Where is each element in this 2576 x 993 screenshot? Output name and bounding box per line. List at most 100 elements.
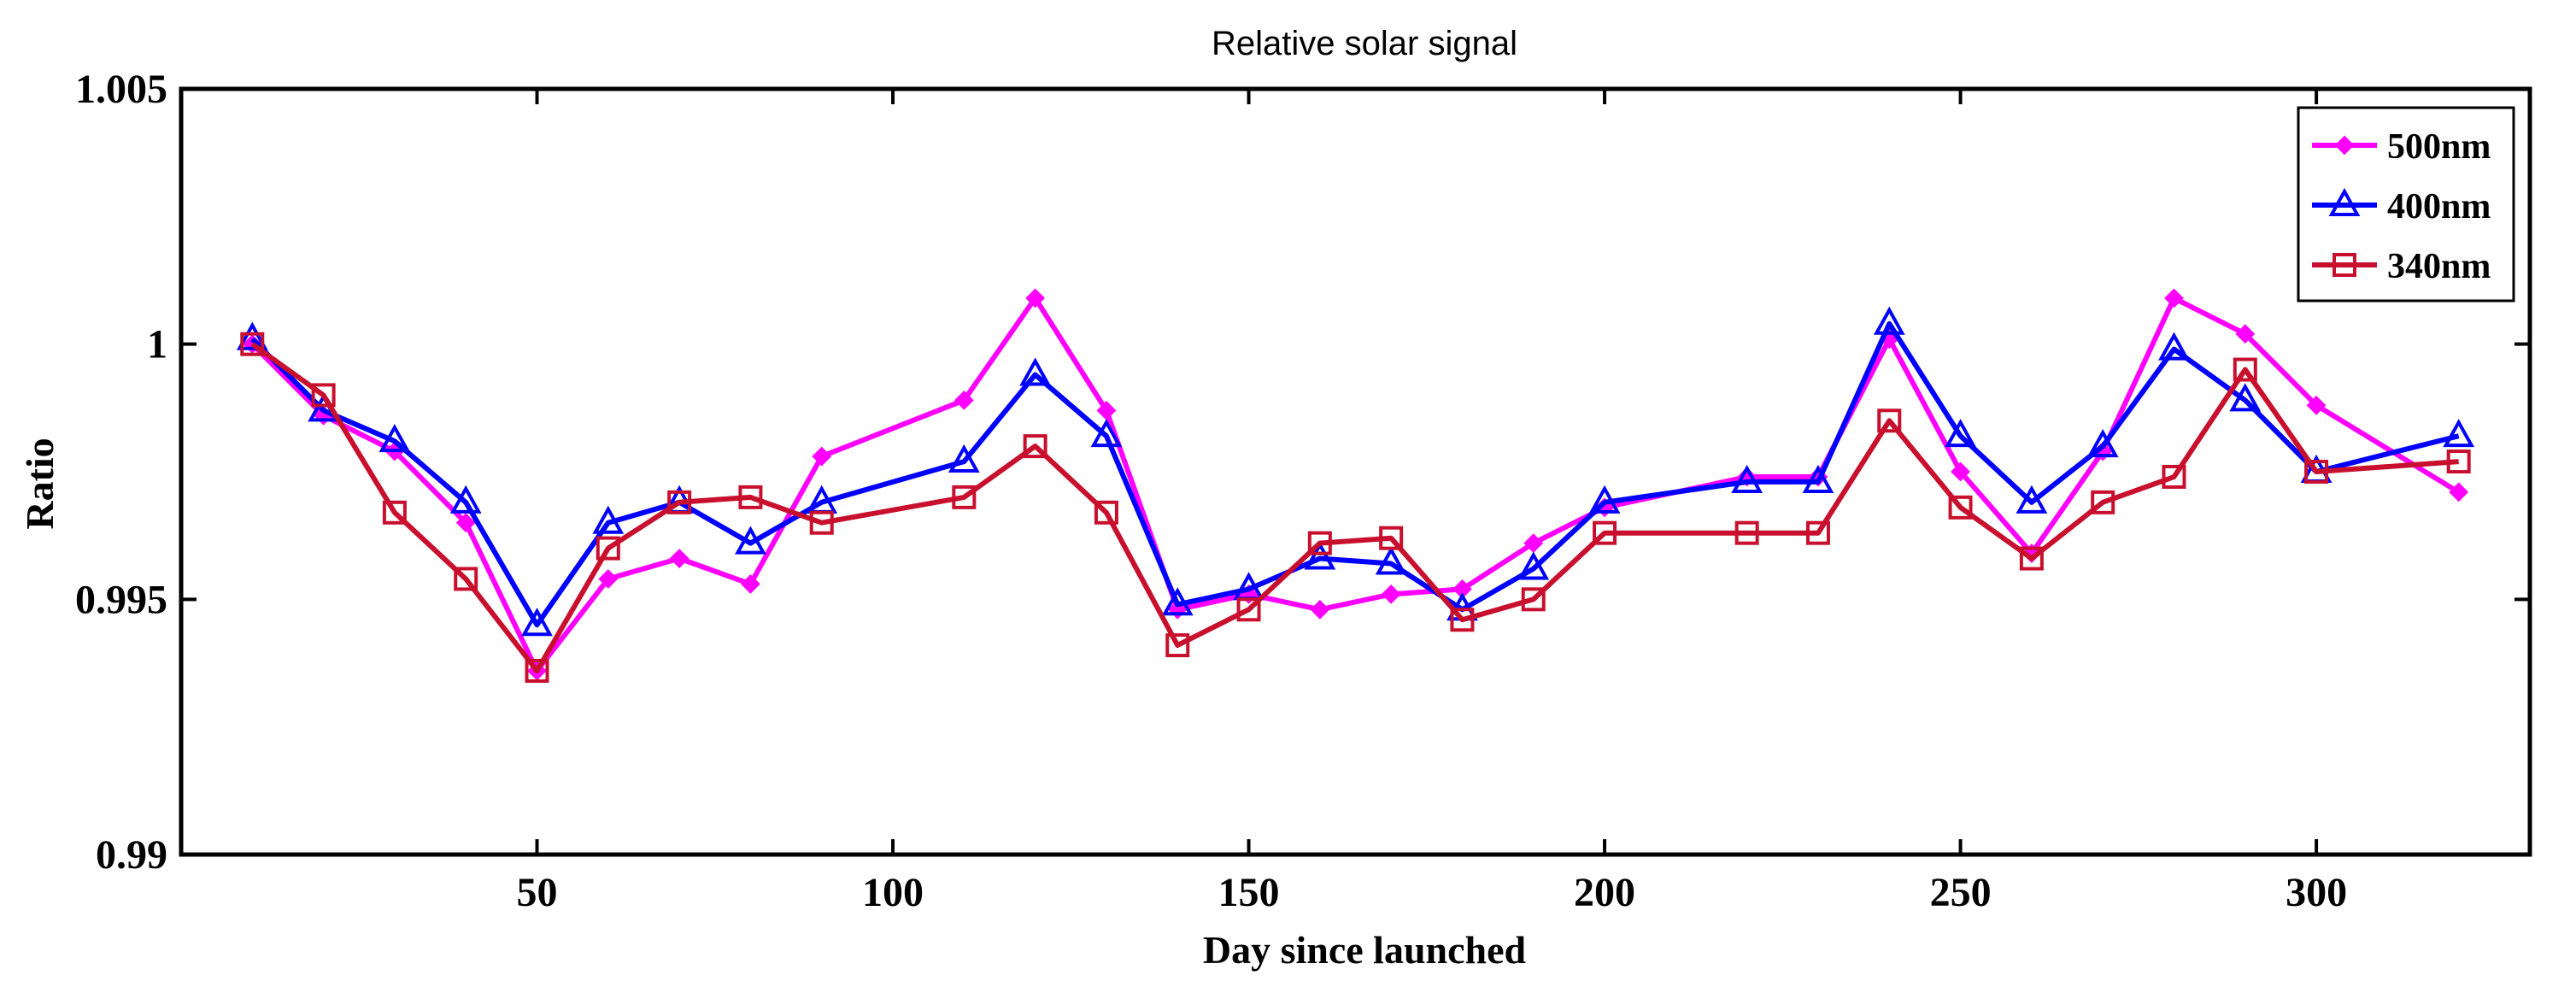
x-axis-label: Day since launched xyxy=(1203,928,1527,972)
data-point-400nm xyxy=(2229,383,2262,412)
data-point-340nm xyxy=(1379,526,1404,550)
data-point-340nm xyxy=(2019,546,2044,571)
data-point-400nm xyxy=(2158,332,2190,361)
data-point-400nm xyxy=(592,505,625,534)
data-point-500nm xyxy=(1310,599,1330,620)
data-point-340nm xyxy=(1734,520,1759,545)
data-point-340nm xyxy=(1165,633,1190,658)
data-point-340nm xyxy=(667,490,692,514)
data-point-340nm xyxy=(240,332,265,356)
data-point-340nm xyxy=(382,500,407,525)
data-point-340nm xyxy=(2162,464,2186,489)
data-point-400nm xyxy=(2086,429,2119,458)
data-point-500nm xyxy=(1951,461,1970,482)
y-axis-ticks: 0.99 0.995 1 1.005 xyxy=(75,67,2530,878)
data-point-340nm xyxy=(2304,460,2329,484)
data-point-400nm xyxy=(236,321,268,350)
plot-area-frame xyxy=(179,86,2532,857)
data-point-500nm xyxy=(741,573,760,594)
y-tick-label: 0.99 xyxy=(96,832,167,878)
data-point-500nm xyxy=(2235,324,2256,344)
data-point-500nm xyxy=(2449,482,2469,502)
legend-label: 340nm xyxy=(2387,247,2491,286)
data-point-340nm xyxy=(1593,520,1617,545)
data-point-500nm xyxy=(455,513,476,533)
data-point-400nm xyxy=(1161,587,1194,616)
legend: 500nm 400nm 340nm xyxy=(2297,106,2515,303)
data-point-340nm xyxy=(525,658,549,683)
x-axis-ticks: 50 100 150 200 250 300 xyxy=(517,89,2347,915)
data-point-500nm xyxy=(2164,288,2184,308)
data-point-340nm xyxy=(311,383,336,408)
data-point-400nm xyxy=(1802,464,1834,493)
legend-marker xyxy=(2334,135,2355,156)
legend-entry: 340nm xyxy=(2312,247,2491,286)
data-point-340nm xyxy=(1023,434,1047,459)
x-tick-label: 150 xyxy=(1218,870,1280,915)
data-point-400nm xyxy=(2443,419,2475,448)
y-tick-label: 0.995 xyxy=(75,577,167,622)
data-point-400nm xyxy=(1731,464,1763,493)
data-point-340nm xyxy=(738,485,763,509)
series-400nm xyxy=(236,306,2475,637)
data-point-340nm xyxy=(1877,408,1902,433)
x-tick-label: 50 xyxy=(517,870,558,915)
data-point-340nm xyxy=(2446,449,2471,474)
legend-marker xyxy=(2328,187,2361,216)
data-point-340nm xyxy=(2233,357,2257,382)
series-line-340nm xyxy=(250,342,2459,673)
series-line-500nm xyxy=(250,295,2461,673)
chart-title: Relative solar signal xyxy=(1212,25,1517,62)
data-point-500nm xyxy=(1025,288,1046,308)
legend-entry: 500nm xyxy=(2312,127,2491,167)
data-point-400nm xyxy=(1375,546,1407,575)
data-point-400nm xyxy=(735,526,766,555)
data-point-400nm xyxy=(1517,551,1550,580)
data-point-500nm xyxy=(1381,584,1401,604)
data-point-340nm xyxy=(809,510,834,535)
data-point-340nm xyxy=(596,536,620,561)
data-point-340nm xyxy=(1450,608,1475,632)
data-point-500nm xyxy=(812,446,832,467)
data-point-340nm xyxy=(1094,500,1118,525)
data-point-500nm xyxy=(2306,395,2327,415)
y-axis-label: Ratio xyxy=(18,438,62,529)
data-point-400nm xyxy=(521,608,553,637)
data-point-340nm xyxy=(1236,597,1261,622)
x-tick-label: 300 xyxy=(2286,870,2347,915)
data-point-500nm xyxy=(669,549,689,568)
data-point-400nm xyxy=(1945,419,1976,448)
x-tick-label: 200 xyxy=(1574,870,1635,915)
data-point-400nm xyxy=(2016,485,2048,514)
data-point-340nm xyxy=(454,567,478,591)
legend-label: 500nm xyxy=(2387,127,2491,167)
data-point-400nm xyxy=(1304,541,1336,570)
y-tick-label: 1.005 xyxy=(75,67,167,112)
data-point-340nm xyxy=(1307,531,1332,555)
data-point-500nm xyxy=(598,569,619,589)
legend-marker xyxy=(2332,253,2356,277)
series-layer xyxy=(236,288,2475,683)
data-point-500nm xyxy=(954,390,974,410)
legend-entry: 400nm xyxy=(2312,187,2491,226)
data-point-400nm xyxy=(449,485,482,514)
y-tick-label: 1 xyxy=(147,322,167,367)
data-point-400nm xyxy=(1873,306,1905,335)
data-point-400nm xyxy=(1090,419,1123,448)
data-point-400nm xyxy=(948,444,980,473)
x-tick-label: 100 xyxy=(862,870,924,915)
data-point-400nm xyxy=(378,424,411,453)
x-tick-label: 250 xyxy=(1930,870,1992,915)
series-line-400nm xyxy=(250,320,2460,628)
data-point-400nm xyxy=(1588,485,1621,514)
data-point-340nm xyxy=(2091,490,2115,514)
data-point-400nm xyxy=(1019,357,1052,386)
series-340nm xyxy=(240,332,2471,683)
data-point-340nm xyxy=(1521,587,1546,612)
data-point-340nm xyxy=(1948,495,1973,520)
legend-label: 400nm xyxy=(2387,187,2491,226)
data-point-340nm xyxy=(952,485,977,509)
series-500nm xyxy=(242,288,2469,681)
data-point-340nm xyxy=(1805,520,1830,545)
